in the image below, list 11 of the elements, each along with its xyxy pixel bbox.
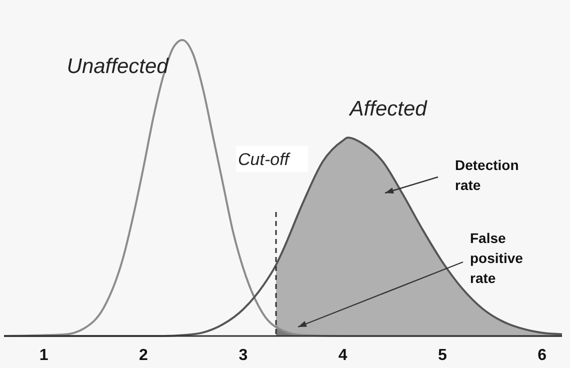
ref-line-label: Cut-off [238, 150, 292, 169]
annotation: False positive rate [470, 230, 524, 286]
series-label: Unaffected [66, 55, 170, 78]
x-tick-label: 3 [238, 347, 248, 364]
x-tick-label: 4 [338, 347, 348, 364]
x-tick-label: 1 [39, 347, 48, 364]
x-tick-label: 2 [139, 347, 148, 364]
annotation: Detection rate [455, 157, 519, 193]
series-label: Affected [348, 98, 428, 121]
x-tick-label: 5 [438, 347, 447, 364]
x-tick-label: 6 [538, 347, 547, 364]
